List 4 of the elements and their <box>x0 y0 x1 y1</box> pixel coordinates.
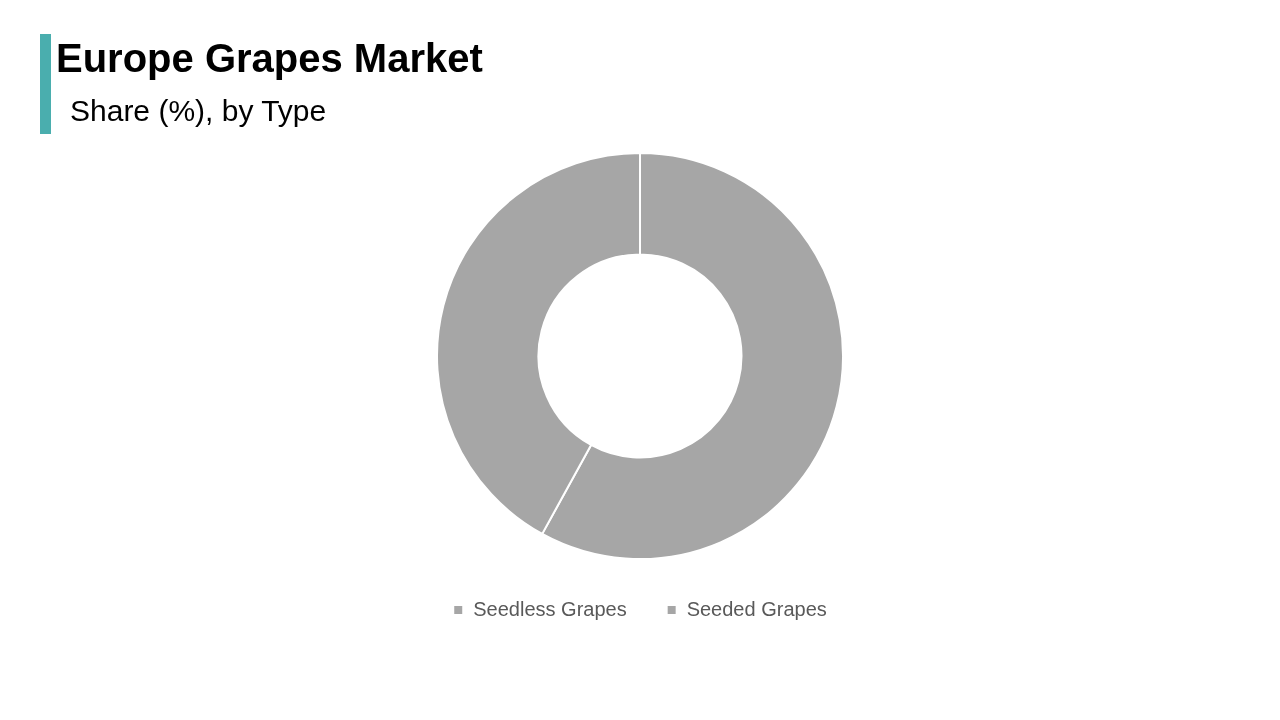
legend-label: Seeded Grapes <box>686 597 827 620</box>
legend-label: Seedless Grapes <box>473 597 627 620</box>
chart-title: Europe Grapes Market <box>56 36 483 81</box>
chart-subtitle: Share (%), by Type <box>70 94 327 128</box>
